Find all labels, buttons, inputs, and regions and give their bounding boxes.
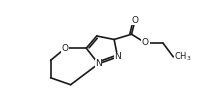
Text: O: O <box>142 38 149 47</box>
Text: N: N <box>95 59 102 68</box>
Text: O: O <box>131 16 139 25</box>
Text: CH$_3$: CH$_3$ <box>174 51 192 63</box>
Text: N: N <box>114 52 121 61</box>
Text: O: O <box>62 44 69 53</box>
